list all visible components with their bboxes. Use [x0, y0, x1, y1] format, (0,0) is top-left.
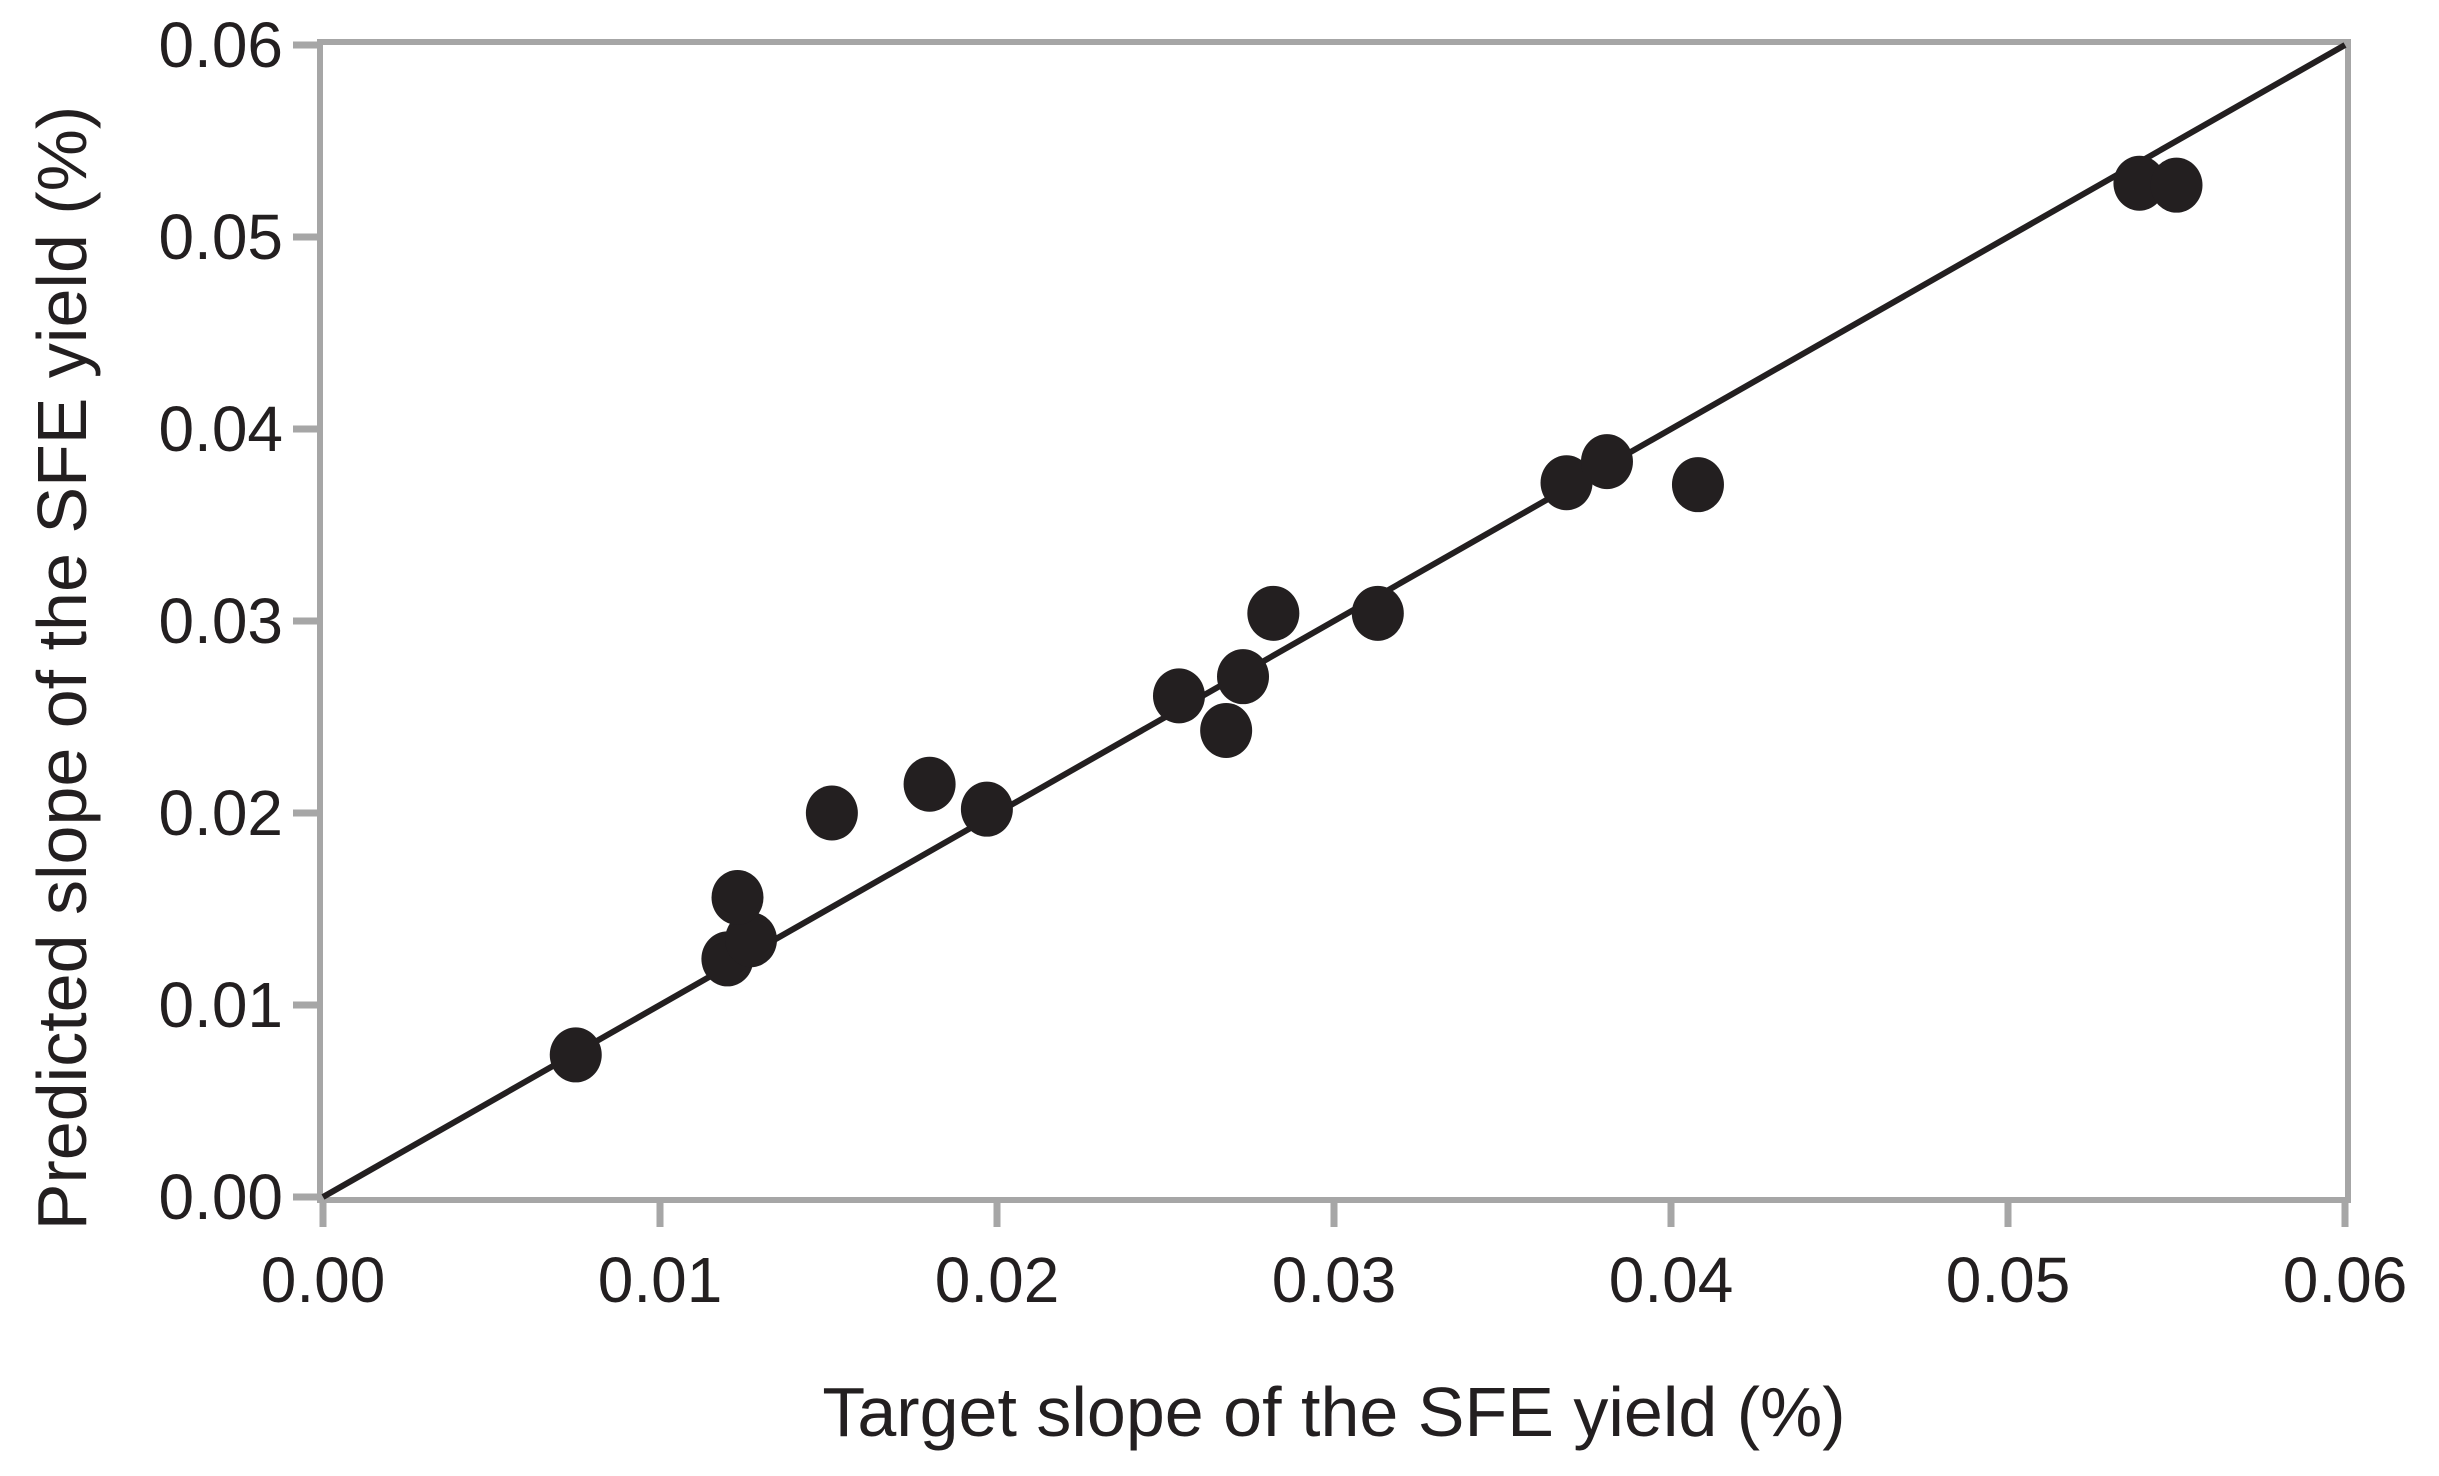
data-point — [1540, 455, 1593, 511]
data-point — [2150, 157, 2203, 213]
y-tick-mark — [293, 233, 317, 241]
y-tick-mark — [293, 41, 317, 49]
x-tick-label: 0.00 — [260, 1244, 386, 1316]
x-tick-label: 0.02 — [934, 1244, 1060, 1316]
x-tick-mark — [1667, 1203, 1675, 1227]
data-point — [1152, 668, 1205, 724]
x-tick-mark — [319, 1203, 327, 1227]
y-axis-title: Predicted slope of the SFE yield (%) — [23, 105, 101, 1231]
y-tick-mark — [293, 617, 317, 625]
data-point — [1247, 585, 1300, 641]
x-tick-mark — [656, 1203, 664, 1227]
data-point — [1580, 434, 1633, 490]
data-point — [2113, 155, 2166, 211]
data-point — [1217, 649, 1270, 705]
x-axis-title: Target slope of the SFE yield (%) — [822, 1373, 1846, 1451]
y-tick-mark — [293, 1001, 317, 1009]
x-tick-mark — [1330, 1203, 1338, 1227]
y-tick-label: 0.05 — [158, 201, 283, 273]
x-tick-label: 0.05 — [1945, 1244, 2071, 1316]
x-tick-mark — [2004, 1203, 2012, 1227]
plot-area — [317, 39, 2351, 1203]
data-point — [805, 785, 858, 841]
data-point — [549, 1027, 602, 1083]
y-tick-label: 0.01 — [158, 969, 283, 1041]
data-point — [724, 912, 777, 968]
y-tick-label: 0.06 — [158, 9, 283, 81]
y-tick-label: 0.02 — [158, 777, 283, 849]
data-point — [960, 781, 1013, 837]
identity-line — [321, 42, 2347, 1200]
data-point — [1200, 702, 1253, 758]
y-tick-label: 0.03 — [158, 585, 283, 657]
y-tick-label: 0.04 — [158, 393, 283, 465]
x-tick-mark — [2341, 1203, 2349, 1227]
data-point — [903, 756, 956, 812]
data-point — [1351, 585, 1404, 641]
plot-canvas — [321, 42, 2347, 1200]
y-tick-mark — [293, 1193, 317, 1201]
y-tick-mark — [293, 425, 317, 433]
x-tick-mark — [993, 1203, 1001, 1227]
data-point — [1671, 457, 1724, 513]
y-tick-mark — [293, 809, 317, 817]
y-tick-label: 0.00 — [158, 1161, 283, 1233]
x-tick-label: 0.04 — [1608, 1244, 1734, 1316]
data-point — [711, 869, 764, 925]
x-tick-label: 0.06 — [2282, 1244, 2408, 1316]
x-tick-label: 0.03 — [1271, 1244, 1397, 1316]
x-tick-label: 0.01 — [597, 1244, 723, 1316]
